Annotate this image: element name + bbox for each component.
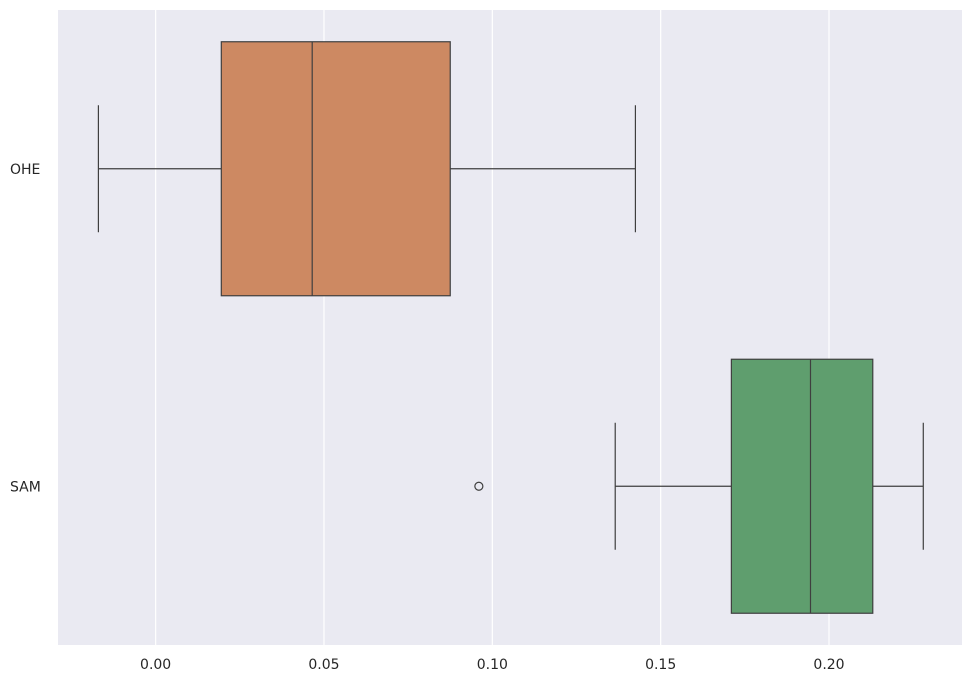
outlier-point <box>474 481 484 491</box>
y-tick-label: SAM <box>10 479 41 495</box>
x-tick-label: 0.00 <box>140 657 171 673</box>
boxes-layer <box>97 41 924 614</box>
x-tick-label: 0.15 <box>645 657 676 673</box>
x-axis-ticks: 0.00 0.05 0.10 0.15 0.20 <box>140 657 845 673</box>
x-tick-label: 0.20 <box>813 657 844 673</box>
box-group-sam <box>474 358 924 614</box>
y-axis-ticks: OHE SAM <box>10 162 41 496</box>
box <box>730 358 874 614</box>
x-tick-label: 0.10 <box>477 657 508 673</box>
y-tick-label: OHE <box>10 162 40 178</box>
box-group-ohe <box>97 41 637 297</box>
box <box>220 41 451 297</box>
x-tick-label: 0.05 <box>308 657 339 673</box>
